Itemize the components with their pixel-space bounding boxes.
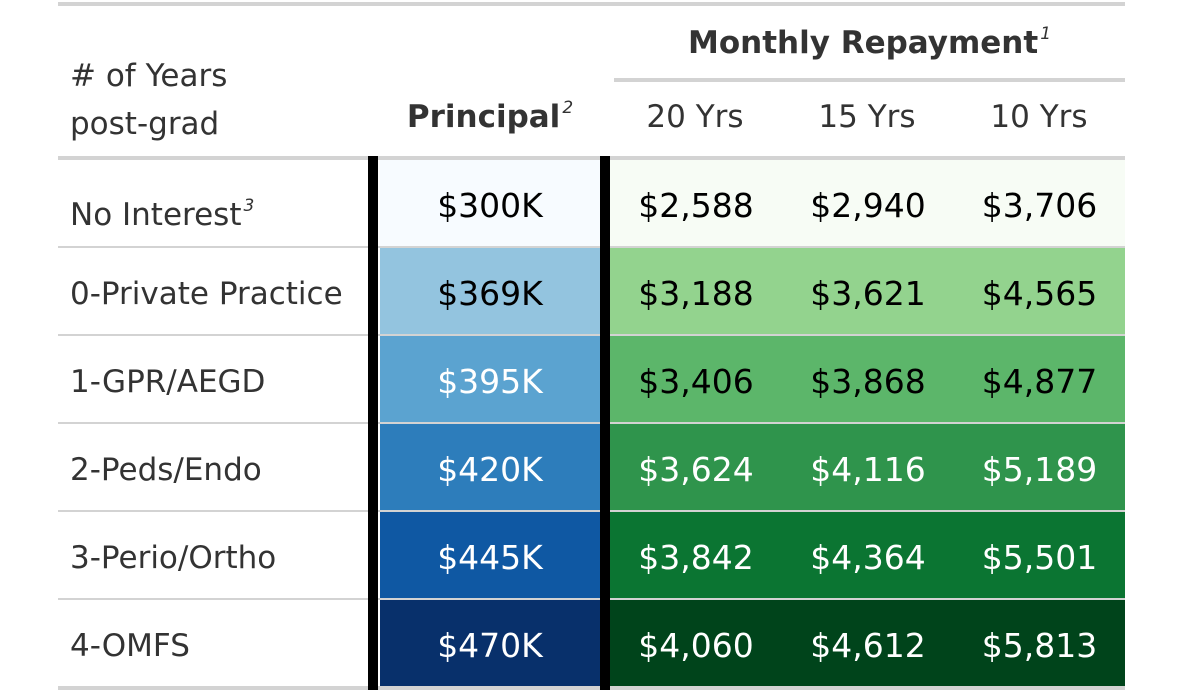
principal-cell: $300K: [380, 160, 600, 246]
table-row: No Interest 3 $300K $2,588 $2,940 $3,706: [58, 160, 1125, 248]
row-label: 3-Perio/Ortho: [70, 512, 276, 598]
col-header-10yrs: 10 Yrs: [990, 99, 1088, 135]
stub-header-line2: post-grad: [70, 106, 220, 142]
row-separator: [58, 334, 1125, 336]
principal-right-border: [600, 156, 610, 690]
principal-cell: $395K: [380, 336, 600, 422]
principal-footnote-mark: 2: [562, 98, 574, 118]
stub-header-line1: # of Years: [70, 58, 228, 94]
bottom-rule: [58, 686, 1125, 690]
table-row: 1-GPR/AEGD $395K $3,406 $3,868 $4,877: [58, 336, 1125, 424]
principal-cell: $369K: [380, 248, 600, 334]
table-row: 2-Peds/Endo $420K $3,624 $4,116 $5,189: [58, 424, 1125, 512]
row-label-text: 1-GPR/AEGD: [70, 364, 266, 400]
repay-10yr-cell: $3,706: [954, 160, 1125, 246]
row-label: 4-OMFS: [70, 600, 190, 686]
row-label-text: 3-Perio/Ortho: [70, 540, 277, 576]
header-rule: [58, 156, 1125, 160]
repay-15yr-cell: $3,868: [782, 336, 954, 422]
repay-20yr-cell: $3,842: [610, 512, 782, 598]
row-separator: [58, 510, 1125, 512]
principal-cell: $445K: [380, 512, 600, 598]
row-label-text: No Interest: [70, 197, 242, 233]
principal-cell: $420K: [380, 424, 600, 510]
repay-10yr-cell: $4,565: [954, 248, 1125, 334]
repayment-table: # of Years post-grad Principal 2 Monthly …: [58, 0, 1125, 700]
spanner-rule: [614, 78, 1125, 82]
repay-10yr-cell: $5,501: [954, 512, 1125, 598]
table-row: 0-Private Practice $369K $3,188 $3,621 $…: [58, 248, 1125, 336]
row-separator: [58, 422, 1125, 424]
col-header-15yrs: 15 Yrs: [818, 99, 916, 135]
principal-left-border: [368, 156, 378, 690]
principal-cell: $470K: [380, 600, 600, 686]
row-label: 0-Private Practice: [70, 248, 343, 334]
row-label: 1-GPR/AEGD: [70, 336, 265, 422]
row-separator: [58, 598, 1125, 600]
col-header-20yrs: 20 Yrs: [646, 99, 744, 135]
principal-header: Principal 2: [380, 100, 600, 133]
repay-20yr-cell: $3,188: [610, 248, 782, 334]
repay-10yr-cell: $5,189: [954, 424, 1125, 510]
repay-15yr-cell: $3,621: [782, 248, 954, 334]
monthly-repayment-spanner: Monthly Repayment 1: [614, 26, 1125, 59]
row-label: 2-Peds/Endo: [70, 424, 262, 510]
top-rule: [58, 2, 1125, 6]
repay-15yr-cell: $4,116: [782, 424, 954, 510]
row-label-text: 2-Peds/Endo: [70, 452, 262, 488]
row-label: No Interest 3: [70, 160, 254, 246]
spanner-footnote-mark: 1: [1040, 24, 1052, 44]
repay-10yr-cell: $5,813: [954, 600, 1125, 686]
repay-10yr-cell: $4,877: [954, 336, 1125, 422]
repay-20yr-cell: $4,060: [610, 600, 782, 686]
row-label-text: 0-Private Practice: [70, 276, 343, 312]
repay-15yr-cell: $2,940: [782, 160, 954, 246]
spanner-label: Monthly Repayment: [687, 25, 1039, 61]
repay-15yr-cell: $4,364: [782, 512, 954, 598]
row-separator: [58, 246, 1125, 248]
table-row: 3-Perio/Ortho $445K $3,842 $4,364 $5,501: [58, 512, 1125, 600]
table-row: 4-OMFS $470K $4,060 $4,612 $5,813: [58, 600, 1125, 688]
row-footnote-mark: 3: [243, 196, 255, 216]
repay-20yr-cell: $2,588: [610, 160, 782, 246]
row-label-text: 4-OMFS: [70, 628, 190, 664]
repay-20yr-cell: $3,624: [610, 424, 782, 510]
repay-15yr-cell: $4,612: [782, 600, 954, 686]
stub-header: # of Years post-grad: [70, 52, 227, 148]
repay-20yr-cell: $3,406: [610, 336, 782, 422]
principal-header-label: Principal: [406, 99, 561, 135]
